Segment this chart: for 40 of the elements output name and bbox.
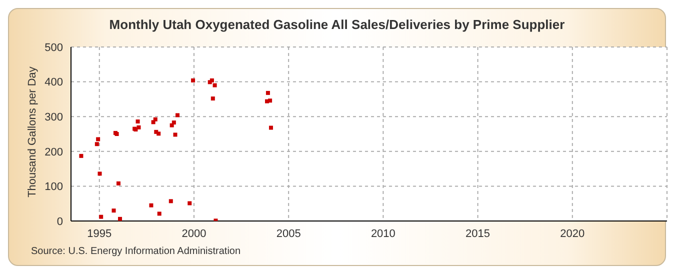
point [96, 137, 100, 142]
x-tick-label: 2005 [276, 228, 301, 240]
x-tick-label: 2000 [182, 228, 206, 240]
point [116, 181, 120, 186]
point [136, 119, 140, 124]
x-tick-label: 2020 [560, 228, 585, 240]
y-tick-label: 0 [56, 216, 63, 228]
point [172, 120, 176, 125]
point [153, 117, 158, 122]
y-tick-label: 100 [44, 181, 63, 194]
point [112, 208, 116, 213]
point [176, 113, 180, 118]
source-note: Source: U.S. Energy Information Administration [31, 246, 241, 257]
point [94, 142, 99, 146]
point [149, 203, 154, 208]
point [212, 83, 217, 88]
y-tick-label: 300 [44, 112, 63, 124]
x-tick-label: 1995 [87, 228, 112, 240]
point [268, 98, 272, 103]
x-tick-label: 2010 [370, 228, 396, 240]
point [268, 126, 273, 130]
point [156, 132, 161, 136]
point [118, 216, 122, 221]
point [191, 78, 196, 82]
point [157, 212, 162, 216]
y-tick-label: 400 [44, 76, 63, 89]
point [79, 154, 84, 158]
point [99, 214, 104, 219]
point [210, 96, 215, 101]
y-axis-title: Thousand Gallons per Day [26, 66, 38, 198]
x-tick-label: 2015 [466, 228, 490, 240]
point [173, 132, 178, 137]
chart-title: Monthly Utah Oxygenated Gasoline All Sales/Deliveries by Prime Supplier [108, 17, 566, 32]
point [98, 172, 102, 176]
point [136, 125, 141, 130]
point [188, 201, 192, 206]
point [168, 199, 173, 204]
y-tick-label: 200 [44, 146, 63, 158]
point [266, 90, 270, 95]
y-tick-label: 500 [44, 42, 63, 54]
